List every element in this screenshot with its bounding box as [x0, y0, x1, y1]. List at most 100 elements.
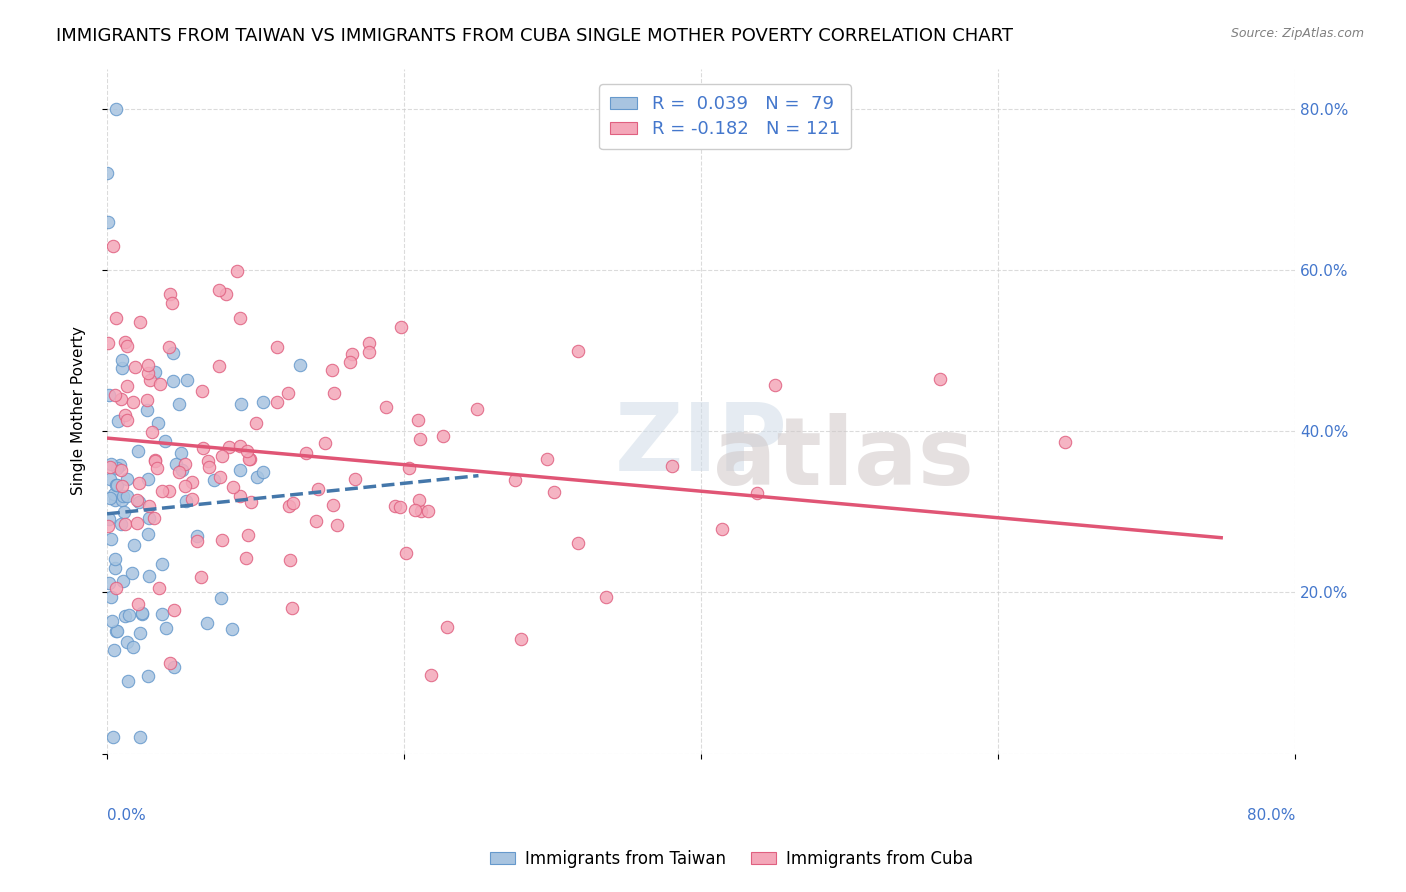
Point: [186, 534, 208, 549]
Point: [103, 643, 125, 657]
Point: [104, 388, 127, 402]
Point: [115, 489, 138, 503]
Point: [543, 484, 565, 499]
Point: [172, 463, 194, 477]
Point: [143, 511, 166, 525]
Point: [246, 470, 269, 484]
Point: [406, 412, 429, 426]
Point: [131, 607, 153, 621]
Point: [169, 397, 191, 411]
Point: [323, 385, 346, 400]
Point: [110, 458, 132, 472]
Point: [325, 518, 347, 533]
Point: [157, 340, 180, 354]
Point: [314, 436, 336, 450]
Point: [98, 472, 121, 486]
Point: [395, 546, 418, 560]
Point: [389, 500, 412, 515]
Point: [1054, 434, 1077, 449]
Point: [245, 417, 267, 431]
Point: [162, 374, 184, 388]
Point: [174, 494, 197, 508]
Point: [197, 615, 219, 630]
Point: [96, 166, 118, 180]
Point: [146, 461, 169, 475]
Point: [101, 239, 124, 253]
Point: [97, 335, 120, 350]
Point: [136, 472, 159, 486]
Point: [221, 623, 243, 637]
Point: [276, 385, 298, 400]
Point: [148, 416, 170, 430]
Point: [136, 359, 159, 373]
Point: [136, 366, 159, 380]
Point: [235, 550, 257, 565]
Point: [567, 343, 589, 358]
Point: [117, 634, 139, 648]
Point: [104, 552, 127, 566]
Point: [128, 495, 150, 509]
Point: [536, 451, 558, 466]
Point: [747, 486, 769, 500]
Point: [107, 414, 129, 428]
Point: [127, 597, 149, 611]
Point: [124, 359, 146, 374]
Point: [165, 457, 187, 471]
Point: [131, 606, 153, 620]
Point: [112, 505, 135, 519]
Point: [174, 458, 197, 472]
Point: [163, 602, 186, 616]
Text: atlas: atlas: [713, 413, 974, 505]
Point: [159, 656, 181, 670]
Point: [228, 463, 250, 477]
Point: [503, 473, 526, 487]
Legend: Immigrants from Taiwan, Immigrants from Cuba: Immigrants from Taiwan, Immigrants from …: [482, 844, 980, 875]
Point: [100, 532, 122, 546]
Point: [112, 574, 135, 588]
Point: [180, 475, 202, 490]
Point: [384, 499, 406, 513]
Point: [711, 522, 734, 536]
Point: [111, 360, 134, 375]
Point: [209, 469, 232, 483]
Point: [129, 626, 152, 640]
Point: [97, 214, 120, 228]
Point: [121, 394, 143, 409]
Point: [105, 582, 128, 596]
Point: [398, 461, 420, 475]
Point: [122, 537, 145, 551]
Point: [176, 373, 198, 387]
Point: [432, 429, 454, 443]
Legend: R =  0.039   N =  79, R = -0.182   N = 121: R = 0.039 N = 79, R = -0.182 N = 121: [599, 85, 851, 149]
Text: IMMIGRANTS FROM TAIWAN VS IMMIGRANTS FROM CUBA SINGLE MOTHER POVERTY CORRELATION: IMMIGRANTS FROM TAIWAN VS IMMIGRANTS FRO…: [56, 27, 1014, 45]
Point: [155, 434, 177, 448]
Point: [215, 287, 238, 301]
Point: [340, 347, 363, 361]
Point: [128, 731, 150, 745]
Point: [228, 439, 250, 453]
Point: [467, 401, 489, 416]
Point: [105, 477, 128, 491]
Point: [105, 102, 128, 116]
Point: [155, 621, 177, 635]
Point: [305, 514, 328, 528]
Point: [389, 319, 412, 334]
Text: ZIP: ZIP: [614, 400, 787, 491]
Point: [100, 615, 122, 629]
Point: [148, 581, 170, 595]
Point: [191, 441, 214, 455]
Point: [202, 473, 225, 487]
Point: [150, 607, 173, 621]
Point: [105, 478, 128, 492]
Point: [104, 311, 127, 326]
Point: [170, 446, 193, 460]
Point: [121, 566, 143, 581]
Point: [240, 495, 263, 509]
Point: [105, 624, 128, 638]
Point: [104, 492, 127, 507]
Point: [211, 533, 233, 547]
Point: [374, 400, 396, 414]
Point: [595, 590, 617, 604]
Point: [115, 413, 138, 427]
Point: [103, 487, 125, 501]
